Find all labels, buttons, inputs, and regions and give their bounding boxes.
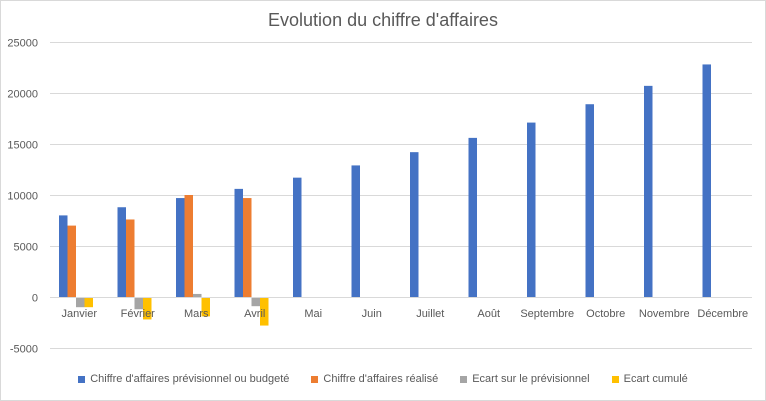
legend-label: Ecart sur le prévisionnel — [472, 373, 590, 385]
bar — [84, 297, 93, 308]
legend-item: Ecart cumulé — [611, 373, 688, 385]
x-tick-label: Août — [477, 308, 500, 320]
bar — [585, 104, 594, 297]
legend-swatch — [78, 375, 86, 383]
bar — [67, 225, 76, 297]
bar — [251, 297, 260, 307]
bar — [527, 122, 536, 297]
bar — [468, 137, 477, 297]
bar — [201, 297, 210, 317]
bar — [243, 198, 252, 297]
bar — [293, 177, 302, 297]
bar — [702, 64, 711, 297]
bar — [260, 297, 269, 326]
bar — [351, 165, 360, 297]
y-tick-label: 0 — [32, 293, 38, 305]
x-tick-label: Décembre — [697, 308, 748, 320]
x-tick-label: Octobre — [586, 308, 625, 320]
bar — [410, 152, 419, 297]
chart-title: Evolution du chiffre d'affaires — [268, 10, 498, 30]
x-tick-label: Novembre — [639, 308, 690, 320]
bar — [234, 188, 243, 297]
bar — [176, 198, 185, 297]
legend-item: Ecart sur le prévisionnel — [460, 373, 590, 385]
y-tick-label: 10000 — [7, 191, 38, 203]
bar — [143, 297, 152, 320]
legend-swatch — [460, 375, 468, 383]
x-tick-label: Septembre — [520, 308, 574, 320]
legend-swatch — [311, 375, 319, 383]
y-tick-label: -5000 — [10, 344, 38, 356]
x-tick-label: Mars — [184, 308, 209, 320]
legend-label: Ecart cumulé — [623, 373, 688, 385]
bar — [117, 207, 126, 297]
legend-label: Chiffre d'affaires réalisé — [323, 373, 439, 385]
x-tick-label: Février — [121, 308, 156, 320]
bar — [184, 195, 193, 297]
x-tick-label: Mai — [304, 308, 322, 320]
x-tick-label: Juin — [362, 308, 382, 320]
bar — [76, 297, 85, 308]
legend-item: Chiffre d'affaires réalisé — [311, 373, 438, 385]
bar — [644, 85, 653, 297]
legend-swatch — [611, 375, 619, 383]
bar — [193, 293, 202, 297]
y-tick-label: 15000 — [7, 140, 38, 152]
x-tick-label: Juillet — [416, 308, 444, 320]
chart-legend: Chiffre d'affaires prévisionnel ou budge… — [0, 373, 766, 385]
bar — [59, 215, 68, 297]
legend-item: Chiffre d'affaires prévisionnel ou budge… — [78, 373, 289, 385]
legend-label: Chiffre d'affaires prévisionnel ou budge… — [90, 373, 290, 385]
x-tick-label: Avril — [244, 308, 265, 320]
y-tick-label: 25000 — [7, 38, 38, 50]
y-tick-label: 5000 — [14, 242, 38, 254]
bar — [134, 297, 143, 310]
bar — [126, 219, 135, 297]
x-tick-label: Janvier — [62, 308, 98, 320]
y-tick-label: 20000 — [7, 89, 38, 101]
